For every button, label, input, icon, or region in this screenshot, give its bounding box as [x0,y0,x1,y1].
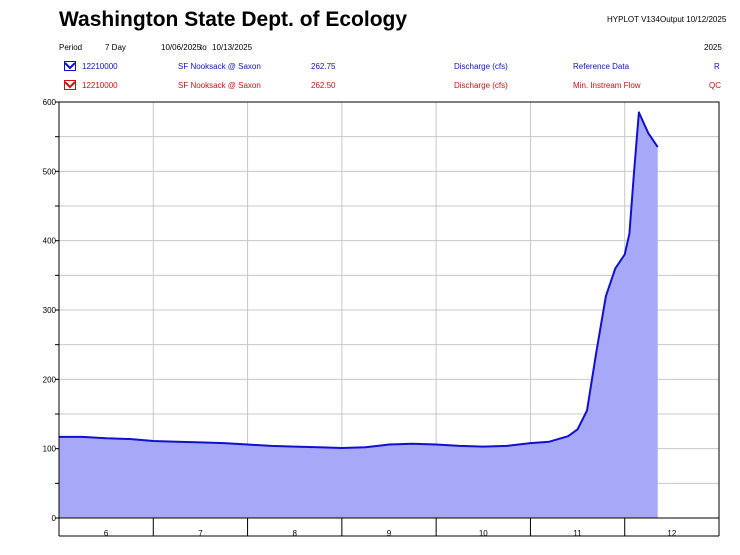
x-tick-label: 11 [573,529,582,538]
x-tick-label: 9 [387,529,392,538]
legend-marker-icon [64,61,76,71]
y-tick-label: 0 [52,514,57,523]
legend-code: R [714,62,720,71]
x-tick-label: 12 [667,529,676,538]
discharge-area [59,112,658,519]
plot-border [58,101,720,519]
y-tick-label: 100 [43,445,57,454]
legend-marker-icon [64,80,76,90]
period-label: Period [59,43,83,52]
date-to: 10/13/2025 [212,43,253,52]
x-tick-label: 10 [479,529,488,538]
program-version: HYPLOT V134 [607,15,660,24]
legend-parameter: Discharge (cfs) [454,62,508,71]
legend-code: QC [709,81,721,90]
output-date: Output 10/12/2025 [660,15,727,24]
legend-description: Reference Data [573,62,630,71]
x-tick-label: 6 [104,529,109,538]
x-tick-label: 8 [292,529,297,538]
legend-description: Min. Instream Flow [573,81,641,90]
discharge-line [59,111,659,449]
y-tick-label: 600 [43,98,57,107]
period-value: 7 Day [105,43,126,52]
legend-station-name: SF Nooksack @ Saxon [178,62,261,71]
legend-value: 262.50 [311,81,336,90]
legend-station-id: 12210000 [82,62,118,71]
y-tick-label: 400 [43,237,57,246]
page-title: Washington State Dept. of Ecology [59,8,408,31]
y-tick-label: 200 [43,375,57,384]
year-label: 2025 [704,43,722,52]
legend-value: 262.75 [311,62,336,71]
x-tick-label: 7 [198,529,203,538]
date-from: 10/06/2025 [161,43,202,52]
legend-station-name: SF Nooksack @ Saxon [178,81,261,90]
y-tick-label: 300 [43,306,57,315]
date-separator: to [200,43,207,52]
legend-station-id: 12210000 [82,81,118,90]
y-tick-label: 500 [43,167,57,176]
legend-parameter: Discharge (cfs) [454,81,508,90]
